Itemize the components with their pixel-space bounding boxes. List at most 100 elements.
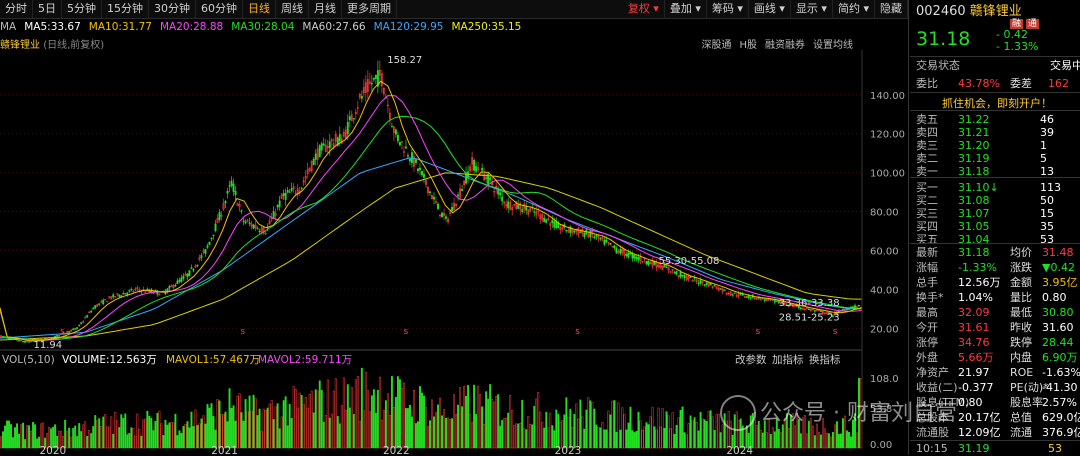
bid-row[interactable]: 买三 31.07 15 xyxy=(910,206,1080,221)
quote-panel: 002460 赣锋锂业 融 通 31.18 - 0.42 - 1.33% 交易状… xyxy=(910,0,1080,455)
period-tab-3[interactable]: 15分钟 xyxy=(102,0,149,18)
chart-option-0[interactable]: 深股通 xyxy=(701,40,732,51)
bid-row[interactable]: 买二 31.08 50 xyxy=(910,193,1080,208)
bid-volume: 113 xyxy=(1040,181,1061,194)
period-tab-2[interactable]: 5分钟 xyxy=(62,0,102,18)
period-tab-6[interactable]: 日线 xyxy=(243,0,276,18)
ask-row[interactable]: 卖五 31.22 46 xyxy=(910,112,1080,127)
volume-bar xyxy=(511,409,514,449)
toolbar-btn-1[interactable]: 叠加 ▾ xyxy=(665,0,707,18)
volume-bar xyxy=(264,410,267,449)
toolbar-btn-5[interactable]: 简约 ▾ xyxy=(833,0,875,18)
ask-row[interactable]: 卖二 31.19 5 xyxy=(910,151,1080,166)
period-tab-4[interactable]: 30分钟 xyxy=(149,0,196,18)
chart-option-3[interactable]: 设置均线 xyxy=(813,40,853,51)
chart-option-2[interactable]: 融资融券 xyxy=(765,40,805,51)
bid-row[interactable]: 买五 31.04 53 xyxy=(910,232,1080,247)
volume-bar xyxy=(457,404,460,449)
volume-bar xyxy=(505,417,508,449)
volume-bar xyxy=(104,414,107,449)
candle-body xyxy=(858,304,860,307)
candle-body xyxy=(481,167,484,171)
stat-label: 最高 xyxy=(916,306,938,319)
candle-body xyxy=(24,340,27,343)
candle-body xyxy=(457,194,460,196)
volume-bar xyxy=(296,407,299,449)
period-tab-8[interactable]: 月线 xyxy=(309,0,342,18)
volume-bar xyxy=(66,431,69,449)
period-tab-1[interactable]: 5日 xyxy=(33,0,62,18)
period-tab-5[interactable]: 60分钟 xyxy=(196,0,243,18)
volume-bar xyxy=(850,436,852,449)
volume-bar xyxy=(168,422,171,449)
event-marker: s xyxy=(575,327,580,337)
ask-row[interactable]: 卖一 31.18 13 xyxy=(910,164,1080,179)
candle-body xyxy=(254,225,257,229)
candle-body xyxy=(419,167,421,171)
volume-bar xyxy=(787,428,790,449)
candle-body xyxy=(679,271,682,278)
candle-body xyxy=(727,292,730,295)
volume-bar xyxy=(134,435,137,449)
kline-chart[interactable]: 20.00 40.00 60.00 80.00 100.00 120.00 140.00 15… xyxy=(0,50,908,455)
volume-bar xyxy=(82,424,85,449)
price-change: - 0.42 xyxy=(996,28,1028,41)
candle-body xyxy=(513,203,516,206)
candle-body xyxy=(178,279,181,282)
volume-panel-button[interactable]: 加指标 xyxy=(772,353,804,366)
candle-body xyxy=(797,305,800,309)
x-tick-label: 2024 xyxy=(726,445,753,455)
toolbar-btn-4[interactable]: 显示 ▾ xyxy=(791,0,833,18)
volume-bar xyxy=(767,419,770,449)
open-account-banner[interactable]: 抓住机会，即刻开户！ xyxy=(942,97,1052,110)
volume-bar xyxy=(40,423,43,449)
candle-body xyxy=(445,216,447,219)
period-tab-7[interactable]: 周线 xyxy=(276,0,309,18)
bid-row[interactable]: 买一 31.10↓ 113 xyxy=(910,180,1080,195)
ask-row[interactable]: 卖四 31.21 39 xyxy=(910,125,1080,140)
candle-body xyxy=(336,137,339,146)
period-tab-9[interactable]: 更多周期 xyxy=(342,0,397,18)
candle-body xyxy=(92,307,95,310)
chart-option-1[interactable]: H股 xyxy=(739,40,757,51)
event-marker: s xyxy=(240,327,245,337)
volume-legend-3: MAVOL2:59.711万 xyxy=(258,354,352,366)
volume-panel-button[interactable]: 改参数 xyxy=(735,353,767,366)
candle-body xyxy=(499,192,502,196)
candle-body xyxy=(517,204,520,209)
bid-row[interactable]: 买四 31.05 35 xyxy=(910,219,1080,234)
volume-bar xyxy=(665,411,668,449)
volume-bar xyxy=(364,371,367,449)
ma-item-7: MA250:35.15 xyxy=(451,21,522,33)
volume-bar xyxy=(200,418,203,449)
volume-bar xyxy=(757,420,760,449)
toolbar-btn-6[interactable]: 隐藏 xyxy=(875,0,908,18)
ask-label: 卖一 xyxy=(916,165,938,178)
candle-body xyxy=(565,229,568,232)
volume-panel-button[interactable]: 换指标 xyxy=(809,353,841,366)
stat-row: 最新 31.18 均价 31.48 xyxy=(910,245,1080,260)
candle-body xyxy=(489,177,492,181)
ask-row[interactable]: 卖三 31.20 1 xyxy=(910,138,1080,153)
candle-body xyxy=(619,248,622,254)
volume-bar xyxy=(318,380,321,449)
toolbar-btn-3[interactable]: 画线 ▾ xyxy=(749,0,791,18)
candle-body xyxy=(573,230,576,233)
candle-body xyxy=(130,288,133,291)
volume-bar xyxy=(262,408,265,449)
volume-bar xyxy=(80,431,83,449)
candle-body xyxy=(705,282,708,285)
ma-item-2: MA10:31.77 xyxy=(88,21,152,33)
stat-label: 总手 xyxy=(916,276,938,289)
candle-body xyxy=(623,249,626,256)
ask-volume: 46 xyxy=(1040,113,1054,126)
toolbar-btn-2[interactable]: 筹码 ▾ xyxy=(707,0,749,18)
period-tab-0[interactable]: 分时 xyxy=(0,0,33,18)
volume-bar xyxy=(671,412,674,449)
toolbar-btn-0[interactable]: 复权 ▾ xyxy=(623,0,665,18)
volume-bar xyxy=(852,419,854,449)
candle-body xyxy=(172,284,175,289)
volume-bar xyxy=(114,411,117,449)
candle-body xyxy=(505,204,508,207)
volume-bar xyxy=(493,401,496,449)
